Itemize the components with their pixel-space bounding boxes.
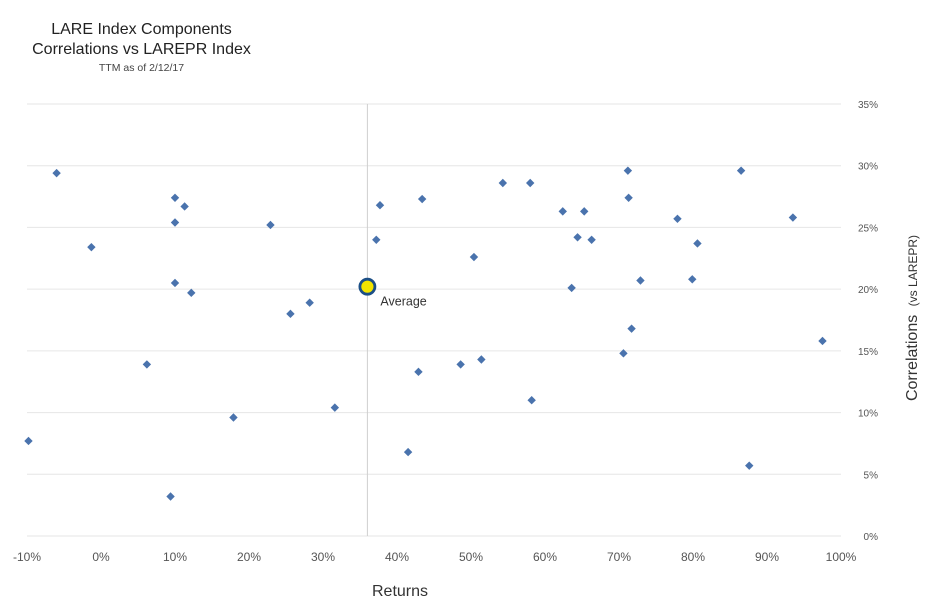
data-point	[587, 235, 596, 244]
x-tick-label: 90%	[755, 550, 779, 564]
x-tick-label: 30%	[311, 550, 335, 564]
data-point	[414, 367, 423, 377]
data-point	[673, 214, 682, 223]
y-axis-label-sub: (vs LAREPR)	[906, 235, 920, 306]
y-tick-label: 30%	[858, 162, 878, 173]
x-tick-label: 100%	[826, 550, 857, 564]
data-point	[170, 218, 180, 227]
data-point	[286, 309, 295, 319]
chart-title-line1: LARE Index Components	[51, 21, 232, 38]
grid-lines	[27, 103, 841, 537]
data-point	[624, 193, 633, 203]
data-point	[736, 166, 746, 175]
data-point	[526, 178, 535, 188]
x-tick-label: 0%	[92, 550, 110, 564]
data-point	[180, 202, 189, 211]
x-tick-label: 50%	[459, 550, 483, 564]
data-point	[166, 492, 175, 501]
data-point	[580, 207, 589, 216]
data-point	[170, 193, 180, 203]
data-point	[527, 396, 536, 405]
data-point	[170, 278, 180, 288]
x-tick-label: 60%	[533, 550, 557, 564]
data-point	[788, 213, 798, 222]
data-point	[87, 242, 96, 252]
data-point	[417, 194, 427, 204]
data-point	[229, 413, 238, 422]
data-point	[619, 349, 628, 358]
data-point	[456, 360, 465, 369]
data-point	[142, 360, 152, 369]
chart-title-line2: Correlations vs LAREPR Index	[32, 41, 251, 58]
data-point	[558, 207, 567, 216]
x-tick-label: 80%	[681, 550, 705, 564]
y-axis-label-main: Correlations	[904, 315, 921, 401]
x-tick-label: 40%	[385, 550, 409, 564]
data-point	[688, 275, 697, 284]
y-tick-label: 0%	[864, 532, 879, 543]
x-tick-labels: -10% 0% 10% 20% 30% 40% 50% 60% 70% 80% 90% 100%	[13, 550, 857, 564]
average-marker	[358, 277, 377, 296]
y-tick-label: 25%	[858, 223, 878, 234]
data-point	[372, 235, 381, 244]
data-point	[187, 288, 196, 298]
data-point	[623, 166, 633, 175]
data-point	[573, 233, 582, 242]
y-tick-label: 15%	[858, 347, 878, 358]
data-point	[498, 178, 508, 188]
y-tick-label: 20%	[858, 285, 878, 296]
data-point	[477, 355, 486, 364]
x-tick-label: 20%	[237, 550, 261, 564]
data-point	[403, 447, 413, 457]
data-points	[24, 166, 827, 501]
x-tick-label: 10%	[163, 550, 187, 564]
data-point	[375, 201, 385, 210]
data-point	[567, 283, 576, 293]
y-axis-label: Correlations (vs LAREPR)	[904, 235, 921, 401]
chart-title-block: LARE Index Components Correlations vs LA…	[0, 20, 283, 74]
y-tick-label: 5%	[864, 470, 879, 481]
data-point	[745, 461, 754, 470]
chart-subtitle: TTM as of 2/12/17	[98, 62, 185, 74]
data-point	[24, 436, 33, 446]
data-point	[818, 336, 827, 346]
y-tick-label: 35%	[858, 100, 878, 111]
data-point	[266, 220, 275, 230]
data-point	[469, 252, 479, 262]
average-label: Average	[380, 295, 426, 309]
y-tick-labels: 0% 5% 10% 15% 20% 25% 30% 35%	[858, 100, 878, 543]
x-tick-label: -10%	[13, 550, 41, 564]
x-tick-label: 70%	[607, 550, 631, 564]
data-point	[52, 168, 61, 178]
data-point	[305, 298, 314, 307]
data-point	[693, 239, 702, 248]
data-point	[627, 324, 636, 333]
data-point	[330, 403, 340, 412]
y-tick-label: 10%	[858, 409, 878, 420]
data-point	[636, 276, 645, 285]
x-axis-label: Returns	[372, 583, 428, 600]
